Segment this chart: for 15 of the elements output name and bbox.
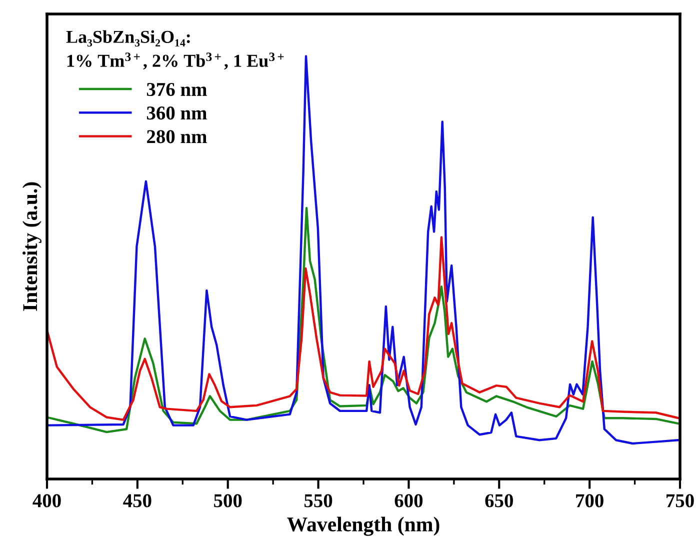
x-tick-label: 600 <box>394 494 423 508</box>
legend-label: 280 nm <box>147 130 207 144</box>
x-axis-title: Wavelength (nm) <box>287 516 440 536</box>
y-axis-title: Intensity (a.u.) <box>22 182 42 311</box>
x-tick-label: 400 <box>32 494 61 508</box>
legend-label: 376 nm <box>146 82 207 96</box>
x-tick-label: 650 <box>485 494 513 508</box>
x-tick-label: 750 <box>666 494 694 508</box>
text: La₃SbZn₃Si₂O₁₄: <box>66 30 190 47</box>
x-tick-label: 700 <box>576 494 604 508</box>
legend-label: 360 nm <box>146 106 207 120</box>
x-tick-label: 450 <box>123 494 152 508</box>
x-tick-label: 550 <box>304 494 332 508</box>
annotation: 1% Tm$^{3+}$, 2% Tb$^{3+}$, 1 Eu$^{3+}$ <box>67 52 284 70</box>
x-tick-label: 500 <box>214 494 242 508</box>
